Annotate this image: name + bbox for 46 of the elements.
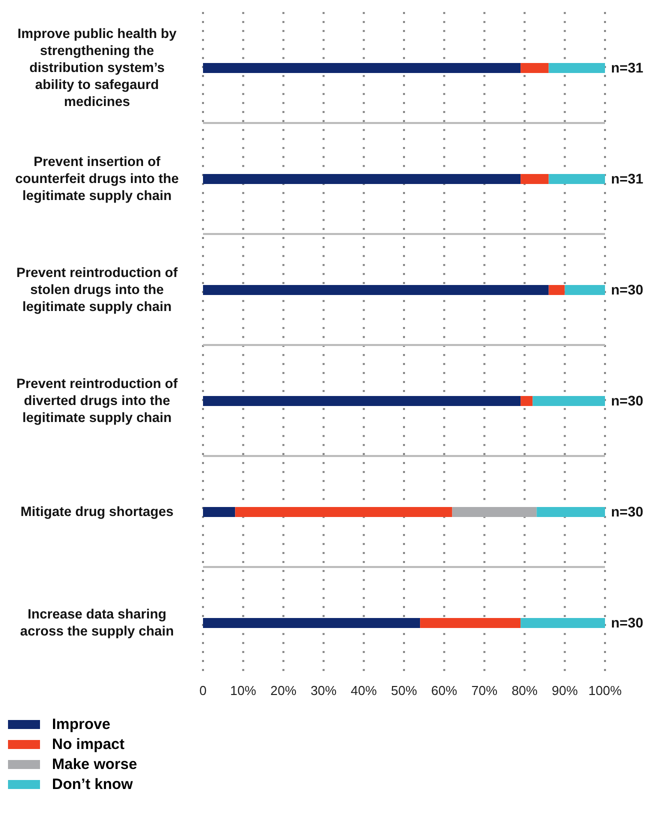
text: n=30	[611, 503, 644, 520]
bar	[532, 396, 605, 406]
bar	[520, 396, 533, 406]
x-tick-label: 50%	[390, 683, 418, 698]
bar	[520, 174, 549, 184]
bar	[548, 174, 605, 184]
x-tick-label: 80%	[512, 683, 538, 698]
x-tick-label: 10%	[230, 683, 257, 698]
y-tick-label: Increase data sharing across the supply chain	[20, 606, 174, 639]
bar	[564, 285, 605, 295]
x-tick-label: 90%	[552, 683, 578, 698]
bar	[548, 63, 605, 73]
bar	[536, 507, 605, 517]
y-tick-label: Prevent reintroduction of diverted drugs into the legitimate supply chain	[16, 376, 178, 426]
bar	[420, 618, 521, 628]
text: n=30	[611, 281, 644, 298]
bar	[452, 507, 537, 517]
x-tick-label: 100%	[588, 683, 622, 698]
y-tick-label: Improve public health by strengthening the distribution system’s ability to safegaurd medicines	[17, 26, 178, 110]
bar	[203, 396, 521, 406]
bar	[203, 618, 420, 628]
bar	[203, 285, 549, 295]
x-tick-label: 40%	[350, 683, 378, 698]
bar	[203, 507, 236, 517]
legend-label: Don’t know	[52, 776, 133, 792]
bar	[520, 63, 549, 73]
text: n=30	[611, 614, 644, 630]
x-tick-label: 70%	[471, 683, 498, 698]
bar	[520, 618, 605, 628]
y-tick-label: Mitigate drug shortages	[20, 504, 174, 520]
x-tick-label: 0	[199, 683, 207, 698]
bar	[548, 285, 565, 295]
text: n=31	[611, 59, 644, 76]
bar	[235, 507, 452, 517]
legend-label: Make worse	[52, 756, 138, 772]
bar	[203, 63, 521, 73]
text: n=30	[611, 392, 644, 408]
x-tick-label: 20%	[270, 683, 297, 698]
legend-label: No impact	[52, 736, 125, 752]
y-tick-label: Prevent insertion of counterfeit drugs into the legitimate supply chain	[15, 154, 180, 204]
legend-label: Improve	[52, 716, 110, 732]
bar	[203, 174, 521, 184]
y-tick-label: Prevent reintroduction of stolen drugs into the legitimate supply chain	[16, 265, 178, 314]
x-tick-label: 60%	[431, 683, 458, 698]
x-tick-label: 30%	[310, 683, 338, 698]
text: n=31	[611, 170, 644, 186]
